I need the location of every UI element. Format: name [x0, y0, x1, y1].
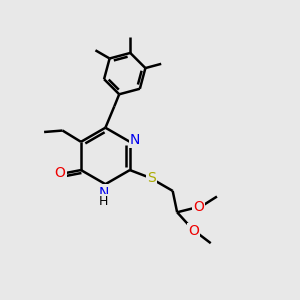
Text: O: O — [193, 200, 204, 214]
Text: N: N — [130, 133, 140, 147]
Text: O: O — [188, 224, 199, 238]
Text: S: S — [147, 171, 156, 185]
Text: O: O — [55, 166, 66, 180]
Text: N: N — [99, 185, 109, 200]
Text: H: H — [99, 195, 109, 208]
